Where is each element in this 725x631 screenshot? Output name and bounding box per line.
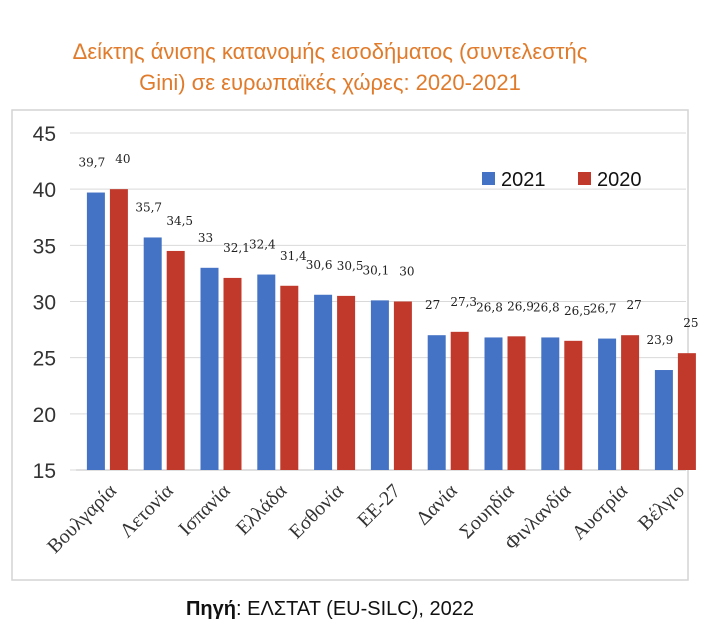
y-tick-label: 25 <box>33 348 56 371</box>
y-tick-label: 40 <box>33 179 56 202</box>
bar-2020 <box>564 340 583 470</box>
bar-2020 <box>166 250 185 470</box>
bar-2020 <box>280 285 299 470</box>
data-label: 33 <box>198 231 213 245</box>
bar-2020 <box>393 301 412 470</box>
bar-2020 <box>507 336 526 470</box>
y-tick-label: 20 <box>33 404 56 427</box>
chart-title-line2: Gini) σε ευρωπαϊκές χώρες: 2020-2021 <box>139 70 521 95</box>
bar-2020 <box>223 277 242 470</box>
bar-2020 <box>337 295 356 470</box>
data-label: 26,5 <box>564 304 591 318</box>
data-label: 26,9 <box>507 299 534 313</box>
bar-2020 <box>621 335 640 470</box>
chart-title: Δείκτης άνισης κατανομής εισοδήματος (συ… <box>0 36 660 98</box>
bar-2021 <box>257 274 276 470</box>
bar-2021 <box>143 237 162 470</box>
data-label: 26,7 <box>590 302 617 316</box>
y-tick-label: 45 <box>33 123 56 146</box>
legend-label: 2020 <box>597 169 642 191</box>
data-label: 25 <box>683 316 698 330</box>
bar-2021 <box>314 294 333 470</box>
source-label: Πηγή <box>185 598 236 620</box>
bar-2020 <box>450 331 469 470</box>
data-label: 30,1 <box>363 263 390 277</box>
data-label: 27 <box>425 298 440 312</box>
data-label: 26,8 <box>533 300 560 314</box>
bar-2021 <box>200 267 219 470</box>
source-text: : ΕΛΣΤΑΤ (EU-SILC), 2022 <box>235 598 474 620</box>
data-label: 31,4 <box>280 249 307 263</box>
bar-2021 <box>541 337 560 470</box>
bar-2021 <box>484 337 503 470</box>
bar-2021 <box>654 370 673 470</box>
data-label: 23,9 <box>647 333 674 347</box>
bar-2020 <box>109 189 128 470</box>
y-tick-label: 30 <box>33 292 56 315</box>
source-note: Πηγή: ΕΛΣΤΑΤ (EU-SILC), 2022 <box>0 598 660 621</box>
bar-2020 <box>677 353 696 470</box>
legend-label: 2021 <box>501 169 546 191</box>
data-label: 32,1 <box>223 241 250 255</box>
data-label: 35,7 <box>135 200 162 214</box>
data-label: 32,4 <box>249 238 276 252</box>
bar-2021 <box>598 338 617 470</box>
data-label: 27 <box>626 298 641 312</box>
chart-title-line1: Δείκτης άνισης κατανομής εισοδήματος (συ… <box>72 39 588 64</box>
data-label: 34,5 <box>166 214 193 228</box>
data-label: 39,7 <box>79 156 106 170</box>
bar-2021 <box>427 335 446 470</box>
bar-2021 <box>370 300 389 470</box>
data-label: 40 <box>115 152 130 166</box>
y-tick-label: 35 <box>33 235 56 258</box>
data-label: 30,6 <box>306 258 333 272</box>
bar-2021 <box>86 192 105 470</box>
data-label: 26,8 <box>476 300 503 314</box>
legend-swatch <box>482 172 495 185</box>
legend-swatch <box>578 172 591 185</box>
data-label: 30,5 <box>337 259 364 273</box>
data-label: 30 <box>399 265 414 279</box>
data-label: 27,3 <box>450 295 477 309</box>
y-tick-label: 15 <box>33 460 56 483</box>
